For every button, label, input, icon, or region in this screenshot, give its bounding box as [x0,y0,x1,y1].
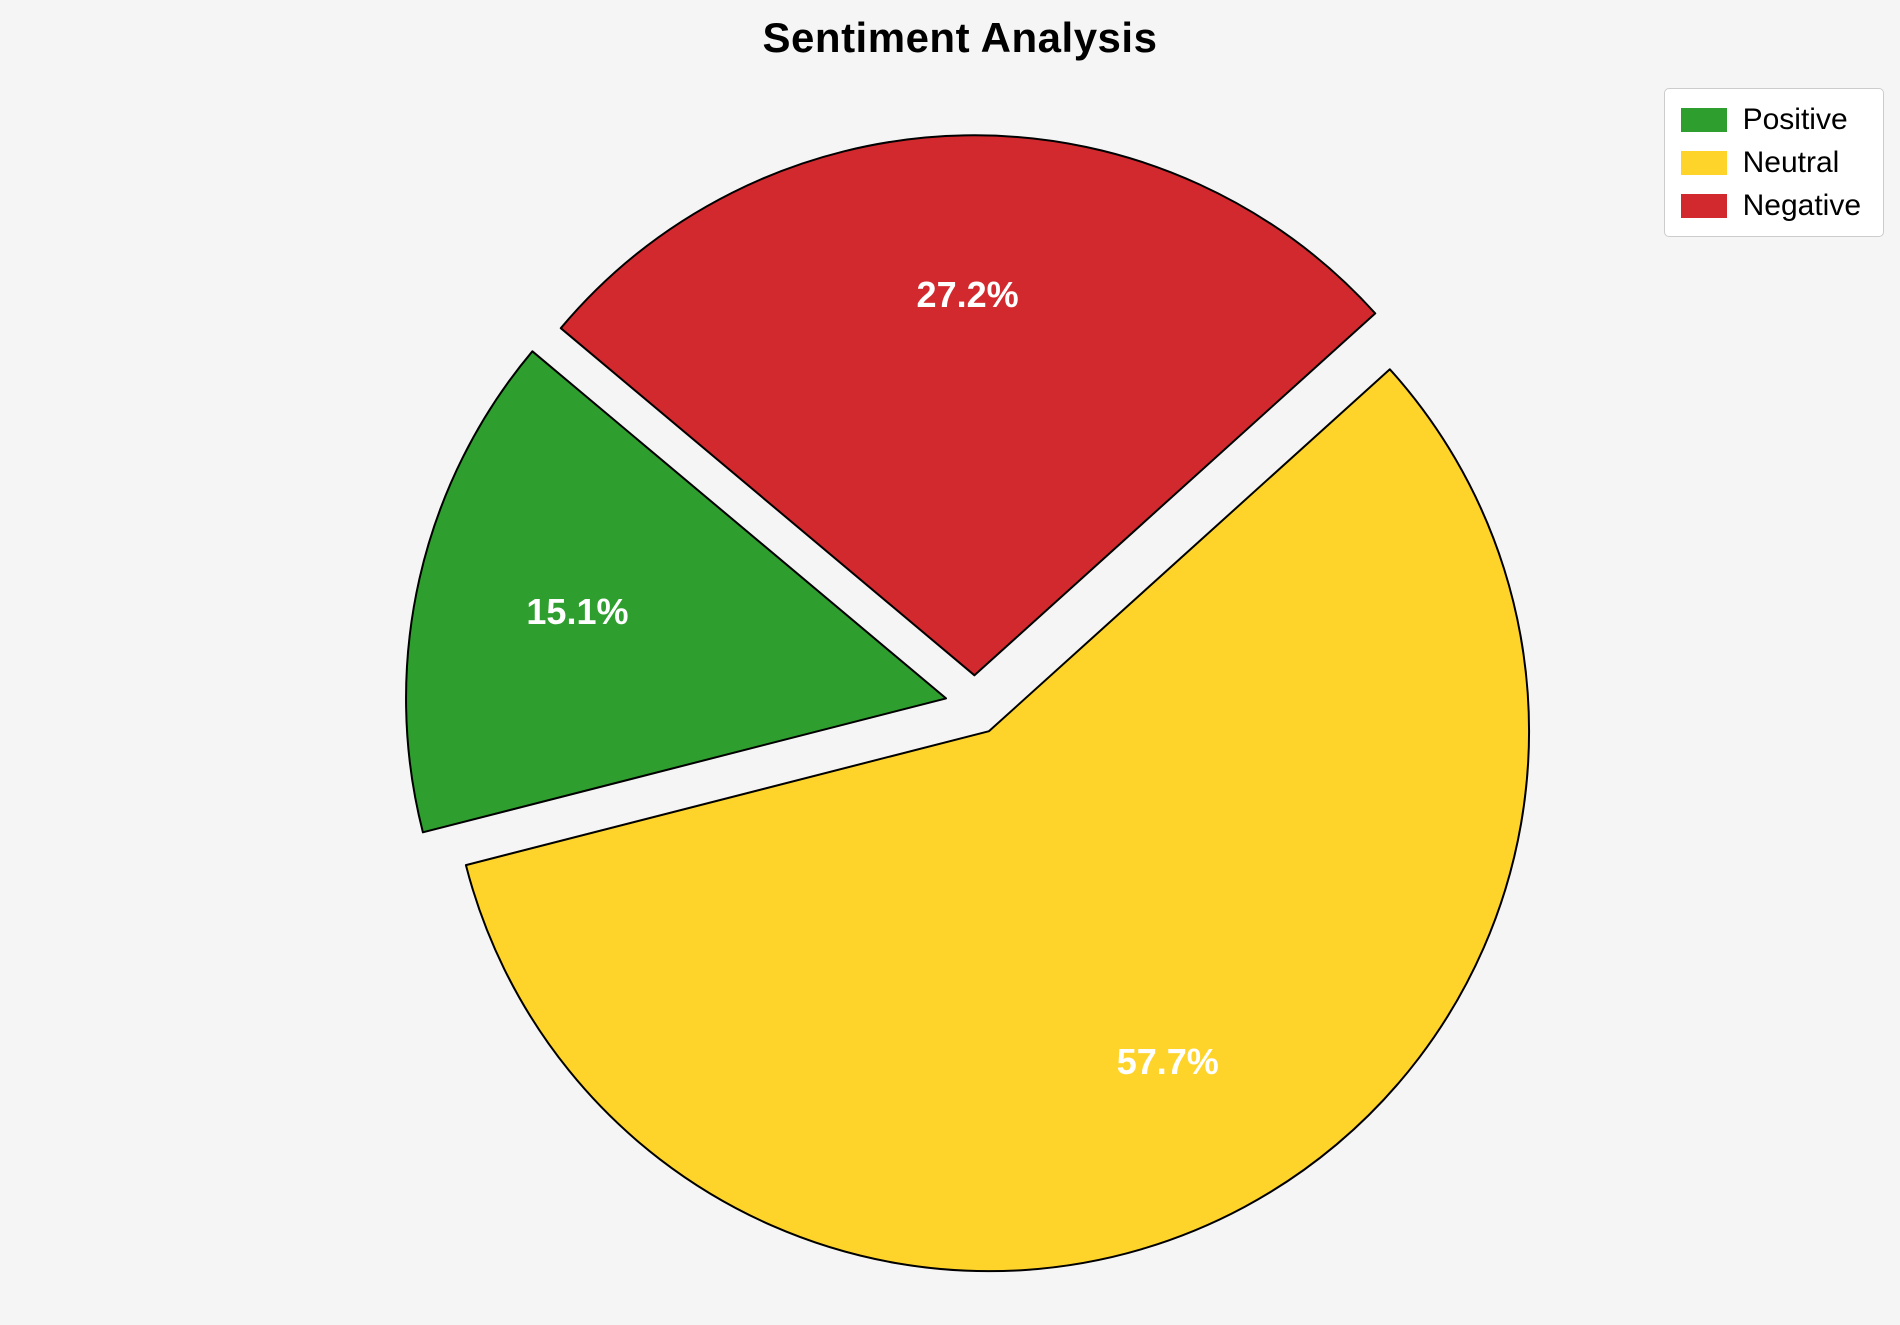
legend-label-positive: Positive [1742,103,1848,136]
legend-item-neutral: Neutral [1680,146,1861,179]
legend-item-positive: Positive [1680,103,1861,136]
pct-label-neutral: 57.7% [1117,1041,1219,1082]
legend-swatch-negative [1680,193,1727,218]
pie-slice-neutral [464,368,1531,1273]
legend-label-negative: Negative [1742,189,1861,222]
pct-label-positive: 15.1% [526,591,628,632]
pie-slice-negative [559,134,1377,677]
pct-label-negative: 27.2% [917,274,1019,315]
legend-swatch-positive [1680,107,1727,132]
legend-label-neutral: Neutral [1742,146,1840,179]
pie-slice-positive [405,350,948,834]
chart-title: Sentiment Analysis [762,14,1158,61]
legend-swatch-neutral [1680,150,1727,175]
legend-item-negative: Negative [1680,189,1861,222]
legend: Positive Neutral Negative [1663,88,1884,237]
